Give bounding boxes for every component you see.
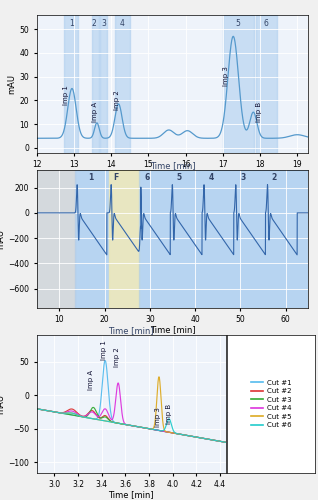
Legend: Cut #1, Cut #2, Cut #3, Cut #4, Cut #5, Cut #6: Cut #1, Cut #2, Cut #3, Cut #4, Cut #5, …: [248, 376, 294, 431]
Bar: [93, 15, 99, 152]
Text: 4: 4: [208, 173, 214, 182]
Title: Time [min]: Time [min]: [108, 326, 154, 335]
Text: 3: 3: [240, 173, 245, 182]
Bar: [109, 170, 139, 308]
Bar: [139, 170, 308, 308]
Text: Imp B: Imp B: [256, 102, 262, 121]
Title: Time [min]: Time [min]: [150, 161, 195, 170]
Text: Imp B: Imp B: [166, 404, 172, 423]
Bar: [256, 15, 277, 152]
Bar: [64, 15, 78, 152]
Bar: [37, 170, 75, 308]
Text: Imp 1: Imp 1: [63, 85, 69, 105]
Text: 3: 3: [101, 18, 106, 28]
Bar: [75, 170, 109, 308]
Text: 2: 2: [92, 18, 97, 28]
Text: Imp 3: Imp 3: [156, 407, 161, 427]
Text: 2: 2: [272, 173, 277, 182]
Bar: [223, 15, 254, 152]
Text: 6: 6: [145, 173, 150, 182]
X-axis label: Time [min]: Time [min]: [150, 170, 195, 179]
X-axis label: Time [min]: Time [min]: [150, 326, 195, 334]
Bar: [100, 15, 107, 152]
Text: 5: 5: [177, 173, 182, 182]
Text: Imp 2: Imp 2: [114, 348, 120, 367]
Text: 5: 5: [235, 18, 240, 28]
Text: 1: 1: [69, 18, 73, 28]
Text: Imp A: Imp A: [92, 102, 98, 121]
Text: 6: 6: [263, 18, 268, 28]
Y-axis label: mAU: mAU: [7, 74, 17, 94]
Y-axis label: mAU: mAU: [0, 229, 5, 248]
Text: 4: 4: [120, 18, 125, 28]
Y-axis label: mAU: mAU: [0, 394, 5, 414]
X-axis label: Time [min]: Time [min]: [108, 490, 154, 500]
Text: 1: 1: [88, 173, 93, 182]
Text: F: F: [113, 173, 119, 182]
Bar: [115, 15, 130, 152]
Text: Imp 1: Imp 1: [101, 340, 107, 360]
Text: Imp A: Imp A: [88, 370, 94, 390]
Text: Imp 2: Imp 2: [114, 90, 121, 110]
Text: Imp 3: Imp 3: [223, 66, 229, 86]
